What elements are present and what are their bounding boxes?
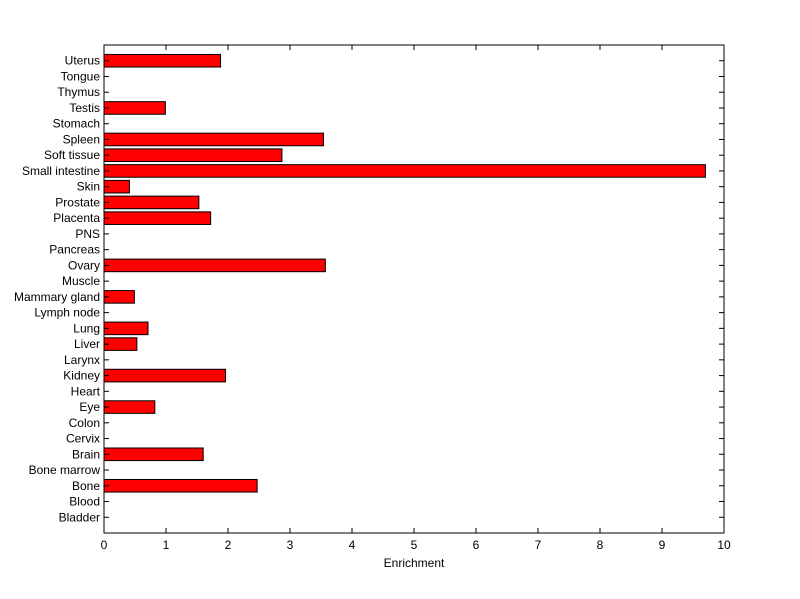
y-tick-label: Lymph node bbox=[34, 306, 100, 320]
y-tick-label: Testis bbox=[69, 101, 100, 115]
x-tick-label: 2 bbox=[225, 538, 232, 552]
x-tick-label: 0 bbox=[101, 538, 108, 552]
bar bbox=[103, 478, 258, 493]
y-tick-label: Tongue bbox=[61, 69, 101, 83]
bar bbox=[103, 368, 227, 383]
x-axis-label: Enrichment bbox=[384, 556, 445, 570]
y-tick-label: Cervix bbox=[66, 432, 100, 446]
x-tick-label: 7 bbox=[535, 538, 542, 552]
y-tick-label: Thymus bbox=[57, 85, 100, 99]
y-tick-label: Mammary gland bbox=[14, 290, 100, 304]
y-tick-label: Larynx bbox=[64, 353, 100, 367]
bar bbox=[103, 211, 212, 225]
x-tick-label: 9 bbox=[659, 538, 666, 552]
bar bbox=[103, 164, 706, 178]
y-tick-label: Liver bbox=[74, 337, 100, 351]
y-tick-label: Spleen bbox=[63, 132, 100, 146]
y-tick-label: Bone marrow bbox=[29, 463, 101, 477]
y-tick-label: Skin bbox=[77, 180, 100, 194]
x-tick-label: 10 bbox=[717, 538, 731, 552]
y-tick-label: Bone bbox=[72, 479, 100, 493]
y-tick-label: Placenta bbox=[53, 211, 100, 225]
x-tick-label: 1 bbox=[163, 538, 170, 552]
y-tick-label: Kidney bbox=[63, 369, 100, 383]
ticks-group bbox=[103, 45, 725, 533]
y-tick-label: Small intestine bbox=[22, 164, 100, 178]
bar bbox=[103, 148, 283, 162]
y-tick-label: PNS bbox=[75, 227, 100, 241]
bar bbox=[103, 195, 200, 210]
bar bbox=[103, 258, 326, 273]
bar bbox=[103, 447, 204, 462]
y-tick-label: Colon bbox=[69, 416, 100, 430]
y-tick-label: Pancreas bbox=[49, 243, 100, 257]
bar bbox=[103, 321, 149, 336]
y-tick-label: Eye bbox=[79, 400, 100, 414]
y-tick-label: Ovary bbox=[68, 258, 100, 272]
y-tick-label: Lung bbox=[73, 321, 100, 335]
y-tick-label: Brain bbox=[72, 447, 100, 461]
y-tick-label: Muscle bbox=[62, 274, 100, 288]
y-tick-label: Stomach bbox=[53, 117, 100, 131]
x-tick-label: 4 bbox=[349, 538, 356, 552]
y-tick-label: Heart bbox=[71, 384, 101, 398]
bar bbox=[103, 132, 324, 147]
x-tick-label: 5 bbox=[411, 538, 418, 552]
y-tick-label: Blood bbox=[69, 495, 100, 509]
x-tick-label: 6 bbox=[473, 538, 480, 552]
bar bbox=[103, 101, 166, 115]
y-tick-label: Prostate bbox=[55, 195, 100, 209]
y-tick-label: Soft tissue bbox=[44, 148, 100, 162]
bar bbox=[103, 400, 156, 414]
y-tick-label: Uterus bbox=[65, 54, 100, 68]
y-tick-label: Bladder bbox=[59, 510, 100, 524]
bars-group bbox=[103, 53, 706, 493]
x-tick-label: 3 bbox=[287, 538, 294, 552]
x-tick-label: 8 bbox=[597, 538, 604, 552]
bar bbox=[103, 53, 222, 68]
